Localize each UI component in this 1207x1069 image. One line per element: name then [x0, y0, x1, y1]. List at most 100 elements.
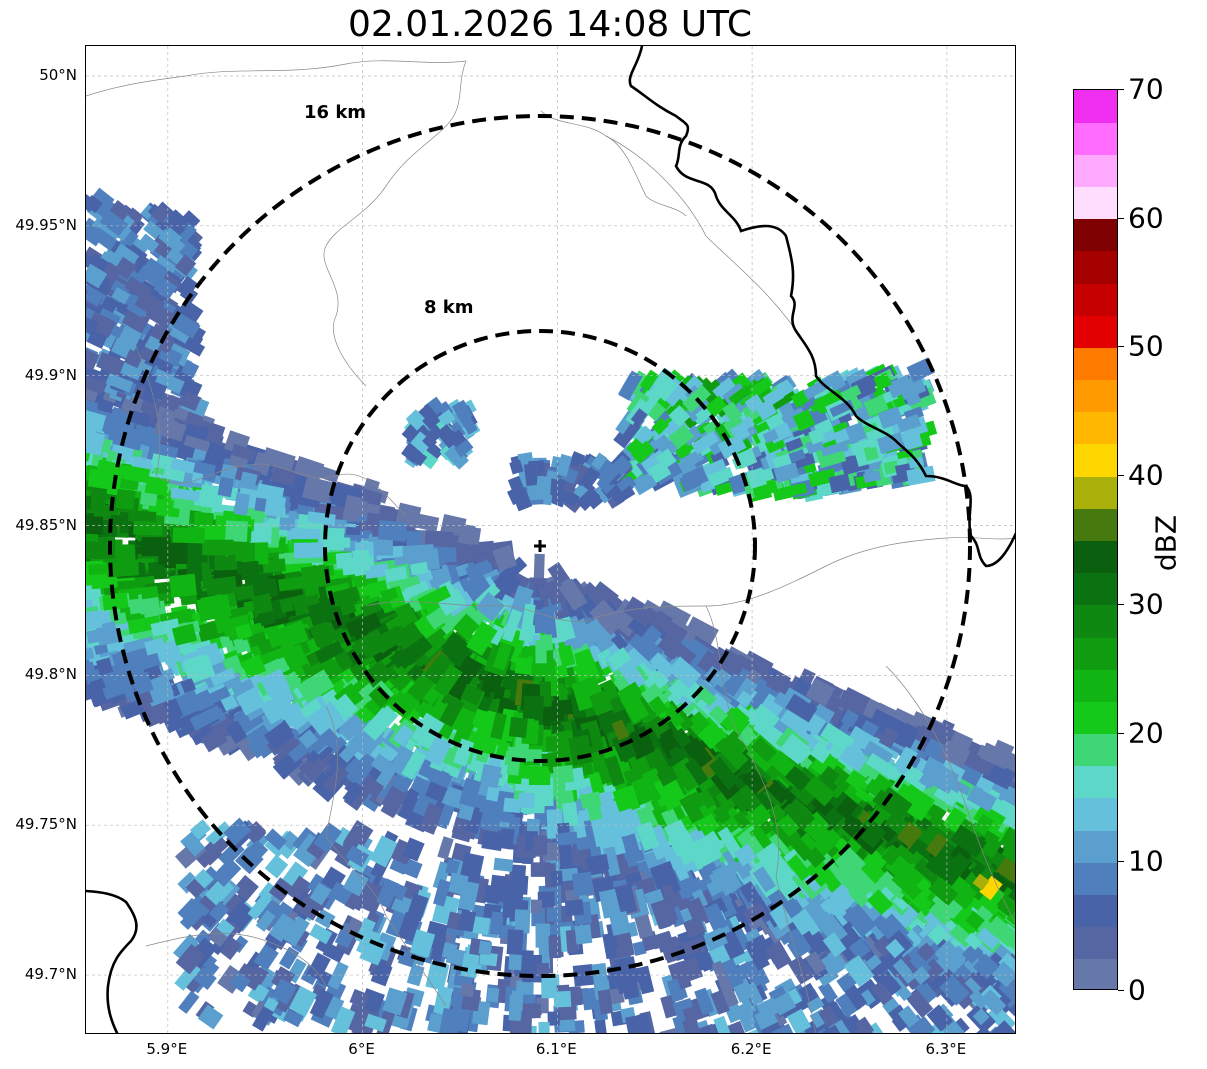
echo-cell	[862, 848, 888, 874]
echo-cell	[196, 594, 232, 622]
echo-cell	[274, 620, 309, 650]
echo-cell	[723, 730, 749, 756]
echo-cell	[745, 803, 772, 830]
echo-cell	[755, 841, 782, 867]
echo-cell	[338, 713, 370, 745]
echo-cell	[552, 765, 574, 784]
echo-cell	[144, 476, 170, 497]
echo-cell	[419, 632, 447, 660]
echo-cell	[531, 662, 553, 676]
echo-cell	[923, 803, 947, 827]
echo-cell	[437, 836, 454, 860]
echo-cell	[734, 654, 756, 673]
echo-cell	[683, 616, 719, 648]
echo-cell	[192, 689, 215, 712]
echo-cell	[381, 785, 406, 812]
echo-cell	[298, 729, 319, 749]
echo-cell	[708, 866, 735, 891]
echo-cell	[490, 570, 523, 605]
echo-cell	[439, 696, 465, 728]
echo-cell	[696, 813, 720, 836]
echo-cell	[417, 585, 451, 611]
echo-cell	[942, 806, 968, 833]
echo-cell	[102, 592, 129, 611]
echo-cell	[458, 777, 482, 808]
echo-cell	[508, 716, 528, 739]
echo-cell	[451, 644, 474, 669]
echo-cell	[859, 989, 876, 1007]
echo-cell	[418, 802, 445, 835]
echo-cell	[499, 556, 528, 584]
echo-cell	[147, 674, 174, 701]
echo-cell	[102, 679, 135, 700]
echo-cell	[299, 698, 323, 719]
echo-cell	[95, 461, 128, 482]
echo-cell	[170, 487, 200, 502]
echo-cell	[664, 704, 685, 728]
echo-cell	[433, 664, 463, 698]
echo-cell	[668, 681, 687, 701]
echo-cell	[263, 721, 295, 751]
echo-cell	[453, 613, 480, 641]
echo-cell	[260, 691, 296, 725]
echo-cell	[649, 652, 676, 679]
echo-cell	[881, 716, 920, 751]
echo-cell	[239, 471, 258, 490]
echo-cell	[235, 542, 256, 562]
echo-cell	[351, 638, 371, 657]
echo-cell	[845, 769, 867, 791]
echo-cell	[675, 877, 694, 900]
echo-cell	[360, 488, 382, 505]
echo-cell	[533, 835, 547, 856]
echo-cell	[281, 861, 309, 890]
echo-cell	[503, 797, 522, 814]
echo-cell	[343, 494, 369, 517]
echo-cell	[234, 584, 255, 601]
echo-cell	[277, 575, 306, 592]
echo-cell	[86, 430, 106, 456]
echo-cell	[501, 609, 523, 643]
echo-cell	[585, 853, 610, 873]
echo-cell	[370, 753, 396, 777]
echo-cell	[110, 406, 133, 424]
echo-cell	[636, 806, 653, 826]
echo-cell	[401, 788, 420, 809]
echo-cell	[899, 868, 917, 885]
echo-cell	[786, 831, 814, 862]
radar-map-canvas: 16 km 8 km	[86, 46, 1015, 1033]
echo-cell	[950, 824, 987, 858]
echo-cell	[235, 686, 266, 716]
echo-cell	[949, 730, 974, 751]
echo-cell	[804, 846, 826, 868]
echo-cell	[522, 695, 544, 720]
echo-cell	[492, 641, 513, 671]
echo-cell	[205, 422, 226, 445]
echo-cell	[360, 612, 382, 633]
echo-cell	[279, 517, 296, 531]
echo-cell	[965, 910, 985, 931]
echo-cell	[163, 698, 184, 721]
echo-cell	[648, 695, 668, 716]
echo-cell	[86, 515, 104, 535]
echo-cell	[86, 409, 107, 433]
echo-cell	[490, 712, 508, 740]
echo-cell	[859, 859, 886, 886]
echo-cell	[293, 456, 325, 482]
echo-cell	[717, 826, 742, 857]
echo-cell	[842, 903, 877, 939]
echo-cell	[619, 689, 650, 724]
echo-cell	[777, 814, 800, 838]
echo-cell	[438, 605, 470, 635]
echo-cell	[302, 757, 328, 782]
echo-cell	[631, 776, 656, 805]
echo-cell	[183, 434, 211, 452]
echo-cell	[479, 796, 504, 817]
echo-cell	[362, 707, 396, 741]
echo-cell	[424, 736, 452, 767]
echo-cell	[590, 817, 613, 848]
echo-cell	[739, 677, 758, 696]
echo-cell	[475, 591, 505, 622]
echo-cell	[401, 749, 427, 780]
echo-cell	[88, 563, 112, 576]
echo-cell	[569, 648, 601, 686]
